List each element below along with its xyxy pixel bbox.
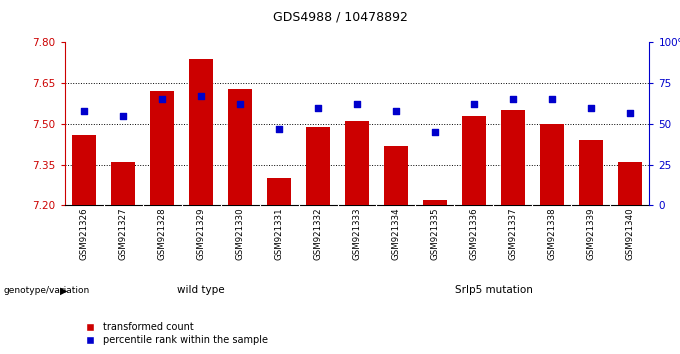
- Text: GSM921338: GSM921338: [547, 207, 556, 260]
- Bar: [423, 200, 447, 205]
- Text: GSM921331: GSM921331: [275, 207, 284, 260]
- Point: [352, 102, 362, 107]
- Text: GSM921327: GSM921327: [118, 207, 128, 260]
- Text: GSM921330: GSM921330: [235, 207, 245, 260]
- Text: GSM921339: GSM921339: [586, 207, 596, 260]
- Text: GSM921336: GSM921336: [469, 207, 479, 260]
- Point: [507, 97, 518, 102]
- Bar: [540, 124, 564, 205]
- Bar: [267, 178, 291, 205]
- Bar: [112, 162, 135, 205]
- Point: [313, 105, 324, 110]
- Bar: [462, 116, 486, 205]
- Point: [624, 110, 635, 115]
- Text: GSM921332: GSM921332: [313, 207, 322, 260]
- Bar: [345, 121, 369, 205]
- Point: [390, 108, 401, 114]
- Bar: [618, 162, 642, 205]
- Point: [118, 113, 129, 119]
- Point: [469, 102, 479, 107]
- Text: GSM921329: GSM921329: [197, 207, 205, 260]
- Text: Srlp5 mutation: Srlp5 mutation: [454, 285, 532, 295]
- Point: [235, 102, 245, 107]
- Bar: [384, 145, 408, 205]
- Text: GSM921328: GSM921328: [158, 207, 167, 260]
- Point: [156, 97, 167, 102]
- Point: [273, 126, 284, 132]
- Text: GDS4988 / 10478892: GDS4988 / 10478892: [273, 11, 407, 24]
- Bar: [189, 59, 213, 205]
- Legend: transformed count, percentile rank within the sample: transformed count, percentile rank withi…: [76, 318, 271, 349]
- Text: GSM921326: GSM921326: [80, 207, 88, 260]
- Point: [547, 97, 558, 102]
- Text: wild type: wild type: [177, 285, 225, 295]
- Point: [196, 93, 207, 99]
- Bar: [579, 140, 602, 205]
- Point: [79, 108, 90, 114]
- Text: GSM921333: GSM921333: [352, 207, 362, 260]
- Bar: [501, 110, 525, 205]
- Point: [430, 129, 441, 135]
- Text: GSM921340: GSM921340: [626, 207, 634, 260]
- Text: genotype/variation: genotype/variation: [3, 286, 90, 295]
- Bar: [150, 91, 174, 205]
- Text: ▶: ▶: [60, 285, 67, 295]
- Point: [585, 105, 596, 110]
- Bar: [72, 135, 96, 205]
- Text: GSM921337: GSM921337: [509, 207, 517, 260]
- Bar: [228, 88, 252, 205]
- Text: GSM921335: GSM921335: [430, 207, 439, 260]
- Text: GSM921334: GSM921334: [392, 207, 401, 260]
- Bar: [306, 127, 330, 205]
